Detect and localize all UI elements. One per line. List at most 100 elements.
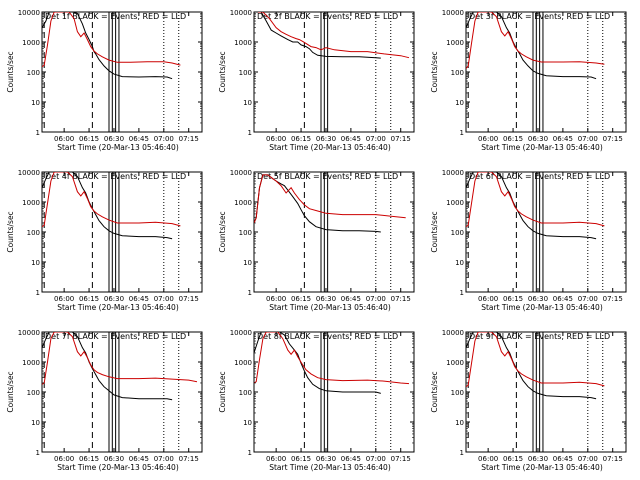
y-tick-label: 1000 bbox=[234, 359, 252, 367]
events-series-line bbox=[42, 332, 173, 401]
y-tick-label: 100 bbox=[451, 69, 464, 77]
y-tick-label: 10000 bbox=[230, 169, 252, 177]
y-tick-label: 1 bbox=[248, 129, 252, 137]
lld-series-line bbox=[42, 172, 181, 228]
y-tick-label: 10000 bbox=[442, 169, 464, 177]
lld-series-line bbox=[254, 174, 406, 224]
x-tick-label: 06:00 bbox=[478, 295, 498, 303]
plot-frame bbox=[41, 171, 203, 293]
y-tick-label: 1000 bbox=[446, 359, 464, 367]
x-axis-label: Start Time (20-Mar-13 05:46:40) bbox=[57, 303, 179, 312]
x-tick-label: 06:45 bbox=[553, 295, 573, 303]
y-axis-label: Counts/sec bbox=[6, 211, 15, 252]
x-tick-label: 06:00 bbox=[478, 135, 498, 143]
x-tick-label: 07:00 bbox=[154, 455, 174, 463]
plot-area bbox=[254, 12, 410, 132]
x-tick-label: 07:15 bbox=[179, 295, 199, 303]
events-series-line bbox=[466, 12, 597, 80]
y-tick-label: 10000 bbox=[442, 9, 464, 17]
x-tick-label: 07:00 bbox=[366, 295, 386, 303]
x-tick-label: 06:30 bbox=[316, 455, 336, 463]
x-tick-label: 06:30 bbox=[104, 455, 124, 463]
x-tick-label: 07:15 bbox=[603, 455, 623, 463]
plot-area bbox=[42, 12, 181, 132]
y-tick-label: 10000 bbox=[18, 169, 40, 177]
x-tick-label: 06:45 bbox=[341, 135, 361, 143]
y-tick-label: 10 bbox=[243, 419, 252, 427]
y-tick-label: 10000 bbox=[230, 9, 252, 17]
events-series-line bbox=[254, 174, 381, 233]
y-tick-label: 1 bbox=[460, 289, 464, 297]
events-series-line bbox=[42, 12, 173, 80]
y-tick-label: 10000 bbox=[442, 329, 464, 337]
y-tick-label: 1 bbox=[36, 449, 40, 457]
y-axis-label: Counts/sec bbox=[218, 371, 227, 412]
x-tick-label: 07:15 bbox=[391, 295, 411, 303]
x-tick-label: 06:15 bbox=[503, 455, 523, 463]
y-tick-label: 1 bbox=[460, 449, 464, 457]
plot-frame bbox=[465, 171, 627, 293]
lld-series-line bbox=[466, 12, 605, 69]
y-tick-label: 1000 bbox=[22, 199, 40, 207]
plot-area bbox=[466, 332, 605, 452]
y-tick-label: 10 bbox=[243, 259, 252, 267]
y-axis-label: Counts/sec bbox=[6, 371, 15, 412]
x-tick-label: 06:00 bbox=[478, 455, 498, 463]
y-tick-label: 10 bbox=[31, 259, 40, 267]
x-tick-label: 06:00 bbox=[266, 455, 286, 463]
y-tick-label: 10 bbox=[455, 99, 464, 107]
y-tick-label: 1000 bbox=[446, 39, 464, 47]
events-series-line bbox=[466, 332, 597, 400]
x-tick-label: 07:00 bbox=[154, 295, 174, 303]
x-tick-label: 06:15 bbox=[79, 455, 99, 463]
x-tick-label: 07:15 bbox=[391, 135, 411, 143]
y-tick-label: 10 bbox=[455, 419, 464, 427]
x-tick-label: 06:45 bbox=[341, 455, 361, 463]
x-tick-label: 06:45 bbox=[129, 295, 149, 303]
y-tick-label: 100 bbox=[27, 229, 40, 237]
chart-panel-9: Det 9f BLACK = Events, RED = LLD11010010… bbox=[430, 329, 627, 472]
x-tick-label: 06:30 bbox=[528, 135, 548, 143]
x-tick-label: 06:45 bbox=[129, 135, 149, 143]
x-tick-label: 06:30 bbox=[104, 295, 124, 303]
y-axis-label: Counts/sec bbox=[430, 211, 439, 252]
y-tick-label: 10000 bbox=[230, 329, 252, 337]
plot-frame bbox=[41, 11, 203, 133]
chart-panel-3: Det 3f BLACK = Events, RED = LLD11010010… bbox=[430, 9, 627, 152]
x-axis-label: Start Time (20-Mar-13 05:46:40) bbox=[57, 143, 179, 152]
plot-frame bbox=[253, 11, 415, 133]
plot-frame bbox=[41, 331, 203, 453]
y-tick-label: 10000 bbox=[18, 329, 40, 337]
x-tick-label: 06:45 bbox=[129, 455, 149, 463]
y-tick-label: 10 bbox=[31, 419, 40, 427]
x-tick-label: 06:30 bbox=[104, 135, 124, 143]
x-tick-label: 06:30 bbox=[528, 295, 548, 303]
y-tick-label: 1 bbox=[36, 289, 40, 297]
x-tick-label: 07:00 bbox=[366, 135, 386, 143]
lld-series-line bbox=[254, 332, 410, 385]
x-tick-label: 07:00 bbox=[578, 135, 598, 143]
y-tick-label: 10000 bbox=[18, 9, 40, 17]
y-tick-label: 1000 bbox=[446, 199, 464, 207]
x-tick-label: 06:15 bbox=[79, 295, 99, 303]
x-tick-label: 06:30 bbox=[316, 135, 336, 143]
y-tick-label: 100 bbox=[451, 229, 464, 237]
y-tick-label: 1 bbox=[248, 289, 252, 297]
x-axis-label: Start Time (20-Mar-13 05:46:40) bbox=[269, 463, 391, 472]
y-axis-label: Counts/sec bbox=[430, 371, 439, 412]
plot-area bbox=[254, 172, 406, 292]
x-tick-label: 07:00 bbox=[154, 135, 174, 143]
y-tick-label: 1 bbox=[460, 129, 464, 137]
chart-panel-2: Det 2f BLACK = Events, RED = LLD11010010… bbox=[218, 9, 415, 152]
plot-area bbox=[466, 172, 605, 292]
y-tick-label: 10 bbox=[31, 99, 40, 107]
y-axis-label: Counts/sec bbox=[218, 51, 227, 92]
x-tick-label: 06:00 bbox=[266, 135, 286, 143]
lld-series-line bbox=[42, 332, 198, 385]
y-tick-label: 1000 bbox=[22, 359, 40, 367]
x-tick-label: 06:00 bbox=[266, 295, 286, 303]
x-axis-label: Start Time (20-Mar-13 05:46:40) bbox=[269, 143, 391, 152]
chart-panel-4: Det 4f BLACK = Events, RED = LLD11010010… bbox=[6, 169, 203, 312]
y-tick-label: 100 bbox=[239, 389, 252, 397]
